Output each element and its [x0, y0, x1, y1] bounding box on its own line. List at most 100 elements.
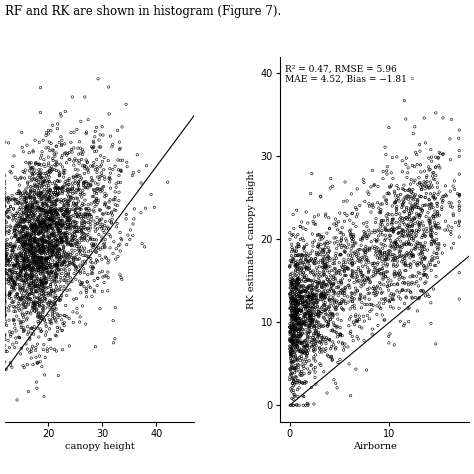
Point	[54, 237, 62, 244]
Point	[27, 252, 35, 259]
Point	[301, 244, 308, 251]
Point	[329, 281, 337, 289]
Point	[44, 213, 52, 220]
Point	[21, 196, 28, 203]
Point	[434, 179, 441, 187]
Point	[3, 240, 11, 248]
Point	[347, 231, 355, 238]
Point	[20, 234, 28, 242]
Point	[54, 311, 62, 319]
Point	[342, 300, 349, 307]
Point	[29, 265, 36, 273]
Point	[360, 253, 368, 261]
Point	[436, 211, 443, 219]
Point	[27, 295, 34, 302]
Point	[13, 217, 20, 225]
Point	[50, 237, 57, 244]
Point	[25, 240, 32, 247]
Point	[32, 282, 39, 289]
Point	[306, 311, 313, 319]
Point	[347, 328, 355, 335]
Point	[41, 237, 49, 245]
Point	[295, 242, 303, 250]
Point	[29, 170, 36, 178]
Point	[39, 261, 47, 268]
Point	[403, 173, 410, 181]
Point	[293, 276, 301, 284]
Point	[27, 210, 35, 217]
Point	[94, 274, 101, 282]
Point	[66, 216, 74, 223]
Point	[73, 205, 81, 212]
Point	[300, 365, 308, 372]
Point	[19, 292, 27, 299]
Point	[338, 290, 346, 297]
Point	[48, 248, 55, 255]
Point	[35, 178, 43, 186]
Point	[395, 275, 403, 283]
Point	[85, 205, 92, 212]
Point	[75, 157, 83, 164]
Point	[332, 328, 340, 336]
Point	[300, 348, 308, 356]
Point	[322, 291, 330, 299]
Point	[23, 232, 30, 239]
Point	[297, 370, 305, 377]
Point	[293, 301, 301, 309]
Point	[389, 243, 396, 250]
Point	[396, 243, 404, 251]
Point	[321, 348, 329, 356]
Point	[292, 342, 300, 349]
Point	[10, 298, 18, 305]
Point	[114, 156, 122, 164]
Point	[8, 274, 16, 282]
Point	[20, 249, 27, 257]
Point	[3, 260, 11, 267]
Point	[371, 228, 379, 236]
Point	[328, 356, 336, 364]
Point	[304, 340, 311, 347]
Point	[377, 208, 384, 215]
Point	[34, 241, 41, 248]
Point	[39, 240, 46, 247]
Point	[36, 295, 43, 303]
Point	[82, 289, 90, 296]
Point	[405, 318, 412, 326]
Point	[30, 298, 38, 306]
Point	[430, 194, 438, 201]
Point	[19, 210, 27, 218]
Point	[46, 208, 54, 215]
Point	[340, 198, 347, 205]
Point	[52, 305, 60, 313]
Point	[396, 210, 403, 218]
Point	[84, 209, 92, 217]
Point	[56, 207, 64, 214]
Point	[406, 240, 413, 247]
Point	[42, 255, 50, 263]
Point	[17, 267, 24, 275]
Point	[392, 245, 400, 253]
Point	[82, 210, 89, 217]
Point	[364, 311, 371, 319]
Point	[40, 261, 47, 268]
Point	[306, 328, 314, 335]
Point	[74, 267, 82, 275]
Point	[384, 250, 392, 258]
Point	[400, 274, 408, 282]
Point	[19, 224, 27, 231]
Point	[60, 229, 67, 237]
Point	[404, 222, 411, 230]
Point	[10, 214, 18, 222]
Point	[16, 243, 23, 251]
Point	[57, 160, 64, 168]
Point	[289, 401, 297, 409]
Point	[49, 207, 57, 214]
Point	[79, 262, 86, 269]
Point	[292, 250, 300, 258]
Point	[294, 393, 301, 401]
Point	[55, 245, 63, 253]
Point	[42, 210, 50, 217]
Point	[288, 286, 295, 294]
Point	[338, 275, 346, 283]
Point	[56, 230, 64, 237]
